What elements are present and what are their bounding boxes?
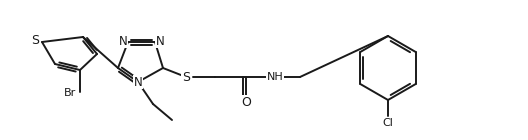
Text: Cl: Cl <box>383 118 393 128</box>
Text: S: S <box>182 71 190 83</box>
Text: NH: NH <box>267 72 284 82</box>
Text: Br: Br <box>64 88 76 98</box>
Text: N: N <box>119 34 127 47</box>
Text: N: N <box>134 75 143 88</box>
Text: S: S <box>31 33 39 46</box>
Text: O: O <box>241 95 251 108</box>
Text: N: N <box>156 34 164 47</box>
